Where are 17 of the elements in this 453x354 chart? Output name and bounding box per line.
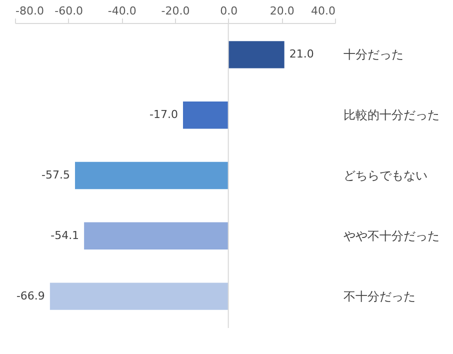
data-label: -57.5 xyxy=(42,168,70,182)
x-tick-label: 40.0 xyxy=(311,4,336,18)
x-tick-label: 0.0 xyxy=(220,4,238,18)
y-tick-label: どちらでもない xyxy=(344,168,428,182)
data-label: -66.9 xyxy=(16,289,45,302)
data-label: -17.0 xyxy=(150,108,178,122)
data-label: -54.1 xyxy=(50,228,80,242)
data-label: 21.0 xyxy=(289,48,314,61)
x-tick-label: -40.0 xyxy=(108,4,136,18)
x-tick-label: -80.0 xyxy=(16,4,44,18)
y-tick-label: 比較的十分だった xyxy=(344,108,440,122)
y-tick-label: 不十分だった xyxy=(344,289,416,304)
x-tick-label: -20.0 xyxy=(161,4,190,18)
x-tick-label: 20.0 xyxy=(270,4,294,18)
y-tick-label: やや不十分だった xyxy=(344,228,440,243)
x-tick-label: -60.0 xyxy=(54,4,84,18)
y-tick-label: 十分だった xyxy=(344,48,404,62)
